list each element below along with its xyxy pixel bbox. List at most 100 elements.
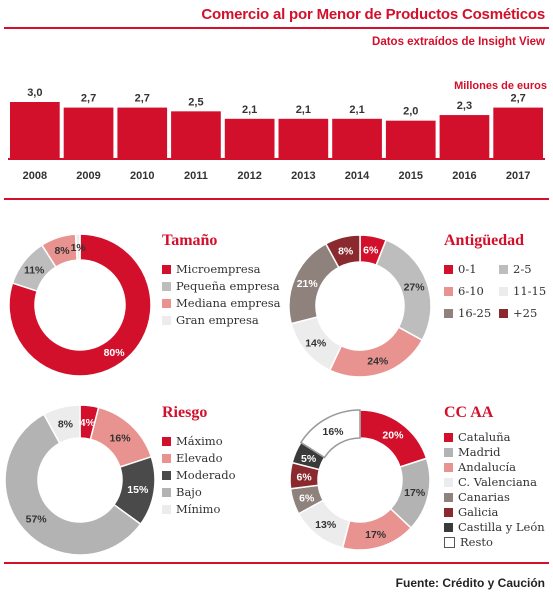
units-label: Millones de euros <box>454 80 547 92</box>
legend-item: Galicia <box>444 505 498 519</box>
legend-swatch <box>499 264 508 274</box>
slice-value-label: 14% <box>305 338 327 350</box>
slice-value-label: 21% <box>297 278 319 290</box>
legend-item: Canarias <box>444 490 510 504</box>
footer-divider <box>4 562 549 564</box>
legend-swatch <box>444 432 453 442</box>
legend-label: Pequeña empresa <box>176 279 280 293</box>
bar-2014 <box>332 118 382 158</box>
slice-value-label: 57% <box>26 514 48 526</box>
bar-2009 <box>63 107 114 158</box>
donut-tamano: 80% 11% 8% 1% <box>8 233 152 377</box>
legend-swatch <box>499 308 508 318</box>
legend-item: +25 <box>499 306 537 320</box>
legend-item: 6-10 <box>444 284 484 298</box>
bar-2016 <box>439 115 490 158</box>
bar-value-label: 2,7 <box>81 93 96 105</box>
donut-slice <box>328 326 424 378</box>
legend-item: Elevado <box>162 451 223 465</box>
slice-value-label: 8% <box>54 245 70 257</box>
tamano-title: Tamaño <box>162 232 218 249</box>
legend-swatch <box>444 447 453 457</box>
title-divider <box>4 27 549 29</box>
legend-label: Mínimo <box>176 502 221 516</box>
legend-item: Gran empresa <box>162 313 259 327</box>
donut-slice <box>324 234 361 269</box>
legend-label: 16-25 <box>458 306 492 320</box>
bar-2015 <box>385 120 436 158</box>
year-tick-label: 2013 <box>291 170 315 182</box>
legend-swatch <box>444 477 453 487</box>
legend-item: Moderado <box>162 468 236 482</box>
year-tick-label: 2008 <box>23 170 47 182</box>
legend-item: Cataluña <box>444 430 510 444</box>
donut-slice <box>8 233 152 377</box>
bar-2008 <box>10 102 60 158</box>
year-tick-label: 2009 <box>76 170 100 182</box>
year-tick-label: 2015 <box>399 170 423 182</box>
legend-label: 2-5 <box>513 262 532 276</box>
slice-value-label: 27% <box>404 282 426 294</box>
slice-value-label: 13% <box>315 519 337 531</box>
donut-riesgo: 4% 16% 15% 57% 8% <box>4 404 156 556</box>
year-tick-label: 2014 <box>345 170 370 182</box>
bar-2010 <box>117 107 168 158</box>
legend-swatch <box>162 504 171 514</box>
bar-value-label: 2,3 <box>457 100 472 112</box>
legend-item: Resto <box>444 535 493 549</box>
bar-2012 <box>224 118 275 158</box>
legend-swatch <box>162 281 171 291</box>
legend-label: Castilla y León <box>458 520 545 534</box>
year-tick-label: 2017 <box>506 170 530 182</box>
legend-item: 0-1 <box>444 262 477 276</box>
slice-value-label: 16% <box>323 426 345 438</box>
legend-label: +25 <box>513 306 538 320</box>
bar-2011 <box>171 111 221 158</box>
legend-item: Madrid <box>444 445 501 459</box>
legend-swatch <box>162 315 171 325</box>
legend-item: Mediana empresa <box>162 296 281 310</box>
legend-item: Bajo <box>162 485 202 499</box>
bar-chart: 3,0 2008 2,7 2009 2,7 2010 2,5 2011 2,1 2012 2,1 20… <box>8 87 545 182</box>
source-note: Fuente: Crédito y Caución <box>395 576 545 590</box>
slice-value-label: 6% <box>363 245 379 257</box>
slice-value-label: 16% <box>110 432 132 444</box>
legend-label: 11-15 <box>513 284 547 298</box>
slice-value-label: 8% <box>338 245 354 257</box>
bar-2013 <box>278 118 329 158</box>
bar-value-label: 2,7 <box>135 93 150 105</box>
year-tick-label: 2012 <box>237 170 261 182</box>
legend-item: Máximo <box>162 434 223 448</box>
legend-swatch <box>162 453 171 463</box>
legend-label: 0-1 <box>458 262 477 276</box>
legend-swatch <box>444 536 455 548</box>
legend-label: Bajo <box>176 485 202 499</box>
bar-value-label: 2,7 <box>511 93 526 105</box>
slice-value-label: 6% <box>299 492 315 504</box>
legend-item: C. Valenciana <box>444 475 537 489</box>
slice-value-label: 17% <box>404 487 426 499</box>
donut-antiguedad: 6% 27% 24% 14% 21% 8% <box>288 234 432 378</box>
legend-label: Microempresa <box>176 262 261 276</box>
year-tick-label: 2016 <box>452 170 476 182</box>
slice-value-label: 17% <box>365 529 387 541</box>
legend-swatch <box>444 308 453 318</box>
slice-value-label: 1% <box>71 242 87 254</box>
legend-item: Andalucía <box>444 460 516 474</box>
subtitle: Datos extraídos de Insight View <box>372 36 545 48</box>
bar-2017 <box>493 107 543 158</box>
legend-item: Pequeña empresa <box>162 279 280 293</box>
slice-value-label: 5% <box>301 453 317 465</box>
legend-label: Galicia <box>458 505 499 519</box>
legend-item: Mínimo <box>162 502 220 516</box>
riesgo-title: Riesgo <box>162 404 208 421</box>
bar-value-label: 2,1 <box>349 104 364 116</box>
slice-value-label: 4% <box>80 417 96 429</box>
page-title: Comercio al por Menor de Productos Cosmé… <box>201 6 545 23</box>
legend-item: 2-5 <box>499 262 532 276</box>
legend-label: Resto <box>460 535 493 549</box>
bar-value-label: 3,0 <box>27 87 42 99</box>
legend-swatch <box>162 264 171 274</box>
legend-swatch <box>444 507 453 517</box>
legend-label: Andalucía <box>458 460 516 474</box>
